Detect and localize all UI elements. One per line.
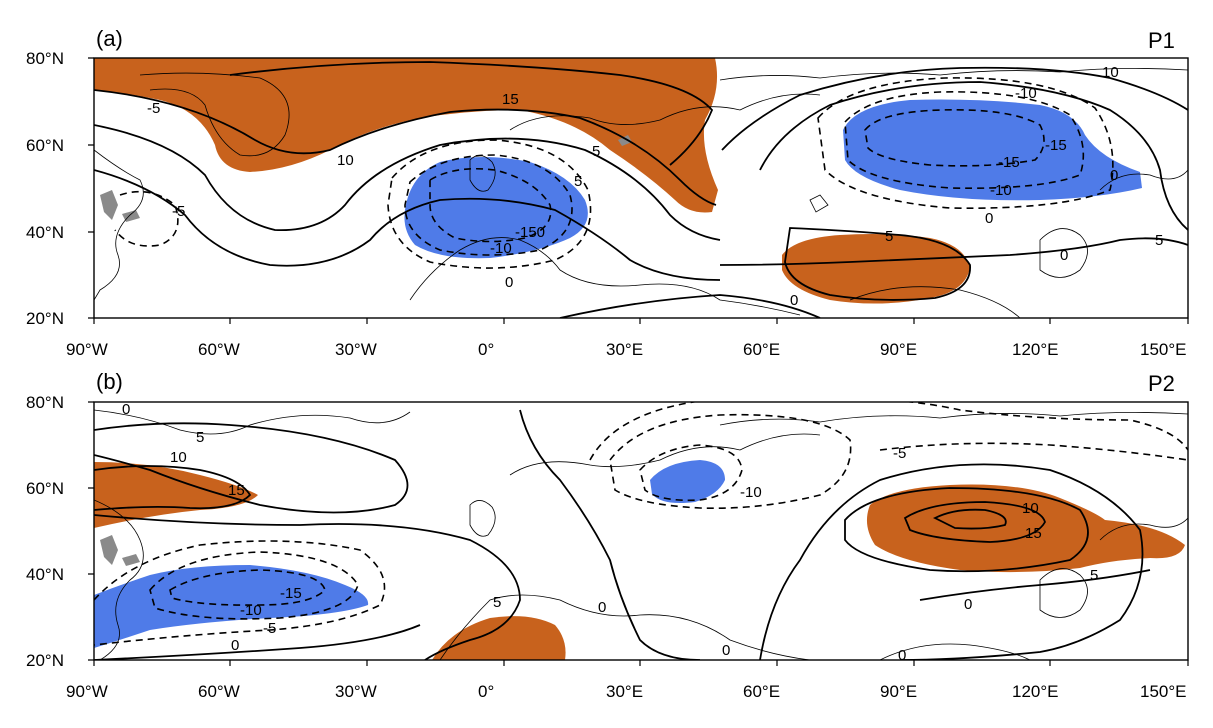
panel-b: 0 5 10 15 -15 -10 -5 0 5 -10 -5 10 15 0 … xyxy=(26,369,1189,701)
contour-labels-a: 15 10 5 0 -5 -10 -15 5 0 -10 -15 -5 10 5… xyxy=(147,64,1163,309)
contour-label: -10 xyxy=(740,484,762,501)
y-axis-b: 80°N 60°N 40°N 20°N xyxy=(26,393,94,670)
x-tick-label: 60°W xyxy=(198,682,240,701)
x-axis-b: 90°W 60°W 30°W 0° 30°E 60°E 90°E 120°E 1… xyxy=(66,660,1189,701)
contour-label: 0 xyxy=(122,401,130,418)
x-tick-label: 0° xyxy=(478,340,494,359)
contour-label: 10 xyxy=(170,449,187,466)
y-tick-label: 60°N xyxy=(26,479,64,498)
contour-label: 5 xyxy=(493,594,501,611)
contour-label: 0 xyxy=(964,596,972,613)
contour-label: 0 xyxy=(898,647,906,664)
contour-label: -15 xyxy=(1045,137,1067,154)
y-tick-label: 40°N xyxy=(26,565,64,584)
contour-label: 10 xyxy=(337,152,354,169)
x-tick-label: 90°W xyxy=(66,682,108,701)
contour-label: -10 xyxy=(240,602,262,619)
contour-label: -5 xyxy=(893,445,906,462)
coastlines-b xyxy=(94,409,1188,660)
negative-contours-b xyxy=(94,402,1188,646)
y-tick-label: 40°N xyxy=(26,223,64,242)
x-tick-label: 30°W xyxy=(335,340,377,359)
contour-label: -150 xyxy=(515,224,545,241)
panel-a: 15 10 5 0 -5 -10 -15 5 0 -10 -15 -5 10 5… xyxy=(26,26,1189,359)
panel-a-title: P1 xyxy=(1148,28,1175,53)
contour-label: 0 xyxy=(985,210,993,227)
x-tick-label: 90°E xyxy=(880,340,917,359)
x-tick-label: 30°E xyxy=(606,340,643,359)
contour-label: -10 xyxy=(990,182,1012,199)
negative-anomaly-europe xyxy=(404,157,588,259)
x-tick-label: 30°E xyxy=(606,682,643,701)
positive-anomaly-tibet xyxy=(782,234,970,304)
great-lakes xyxy=(100,190,140,222)
positive-anomaly-labrador xyxy=(94,462,258,528)
panel-a-frame xyxy=(93,57,1189,319)
positive-contours-a xyxy=(94,61,1188,318)
great-lakes xyxy=(100,535,140,566)
x-tick-label: 90°W xyxy=(66,340,108,359)
contour-label: 5 xyxy=(592,143,600,160)
y-tick-label: 60°N xyxy=(26,136,64,155)
positive-anomaly-north-atlantic xyxy=(94,58,718,213)
negative-anomaly-siberia xyxy=(843,99,1142,201)
x-tick-label: 120°E xyxy=(1012,682,1059,701)
x-tick-label: 30°W xyxy=(335,682,377,701)
contour-label: -15 xyxy=(280,585,302,602)
contour-label: 0 xyxy=(598,599,606,616)
caspian-lake-mark xyxy=(618,135,632,146)
contour-label: -5 xyxy=(172,203,185,220)
contour-label: -15 xyxy=(998,154,1020,171)
x-tick-label: 60°W xyxy=(198,340,240,359)
contour-label: 15 xyxy=(1025,525,1042,542)
contour-label: 5 xyxy=(1090,567,1098,584)
x-tick-label: 150°E xyxy=(1140,682,1187,701)
x-tick-label: 60°E xyxy=(743,340,780,359)
contour-label: -10 xyxy=(490,240,512,257)
contour-label: 0 xyxy=(505,274,513,291)
x-tick-label: 90°E xyxy=(880,682,917,701)
negative-contours-a xyxy=(114,77,1114,269)
contour-label: 0 xyxy=(1060,247,1068,264)
positive-anomaly-east-asia xyxy=(866,484,1185,573)
y-tick-label: 80°N xyxy=(26,393,64,412)
y-axis-a: 80°N 60°N 40°N 20°N xyxy=(26,49,94,328)
contour-label: 10 xyxy=(1022,500,1039,517)
panel-b-title: P2 xyxy=(1148,371,1175,396)
negative-anomaly-caspian xyxy=(650,460,725,503)
y-tick-label: 20°N xyxy=(26,651,64,670)
x-tick-label: 150°E xyxy=(1140,340,1187,359)
panel-b-label: (b) xyxy=(96,369,123,394)
negative-anomaly-west-atlantic xyxy=(94,565,369,648)
y-tick-label: 80°N xyxy=(26,49,64,68)
contour-label: 0 xyxy=(722,642,730,659)
contour-label: 5 xyxy=(574,173,582,190)
contour-label: 5 xyxy=(196,429,204,446)
x-axis-a: 90°W 60°W 30°W 0° 30°E 60°E 90°E 120°E 1… xyxy=(66,318,1189,359)
x-tick-label: 0° xyxy=(478,682,494,701)
x-tick-label: 60°E xyxy=(743,682,780,701)
contour-label: 5 xyxy=(885,228,893,245)
panel-a-label: (a) xyxy=(96,26,123,51)
y-tick-label: 20°N xyxy=(26,309,64,328)
positive-anomaly-africa xyxy=(432,616,566,660)
contour-label: 15 xyxy=(502,91,519,108)
contour-labels-b: 0 5 10 15 -15 -10 -5 0 5 -10 -5 10 15 0 … xyxy=(122,401,1098,664)
contour-label: -10 xyxy=(1015,85,1037,102)
contour-label: 0 xyxy=(231,637,239,654)
contour-label: 0 xyxy=(1110,167,1118,184)
x-tick-label: 120°E xyxy=(1012,340,1059,359)
contour-label: 15 xyxy=(228,482,245,499)
contour-label: 10 xyxy=(1102,64,1119,81)
contour-label: -5 xyxy=(263,620,276,637)
positive-contours-b xyxy=(94,409,1151,660)
contour-label: -5 xyxy=(147,100,160,117)
panel-b-frame xyxy=(93,401,1189,661)
coastlines-a xyxy=(94,68,1188,318)
contour-label: 0 xyxy=(790,292,798,309)
contour-label: 5 xyxy=(1155,232,1163,249)
